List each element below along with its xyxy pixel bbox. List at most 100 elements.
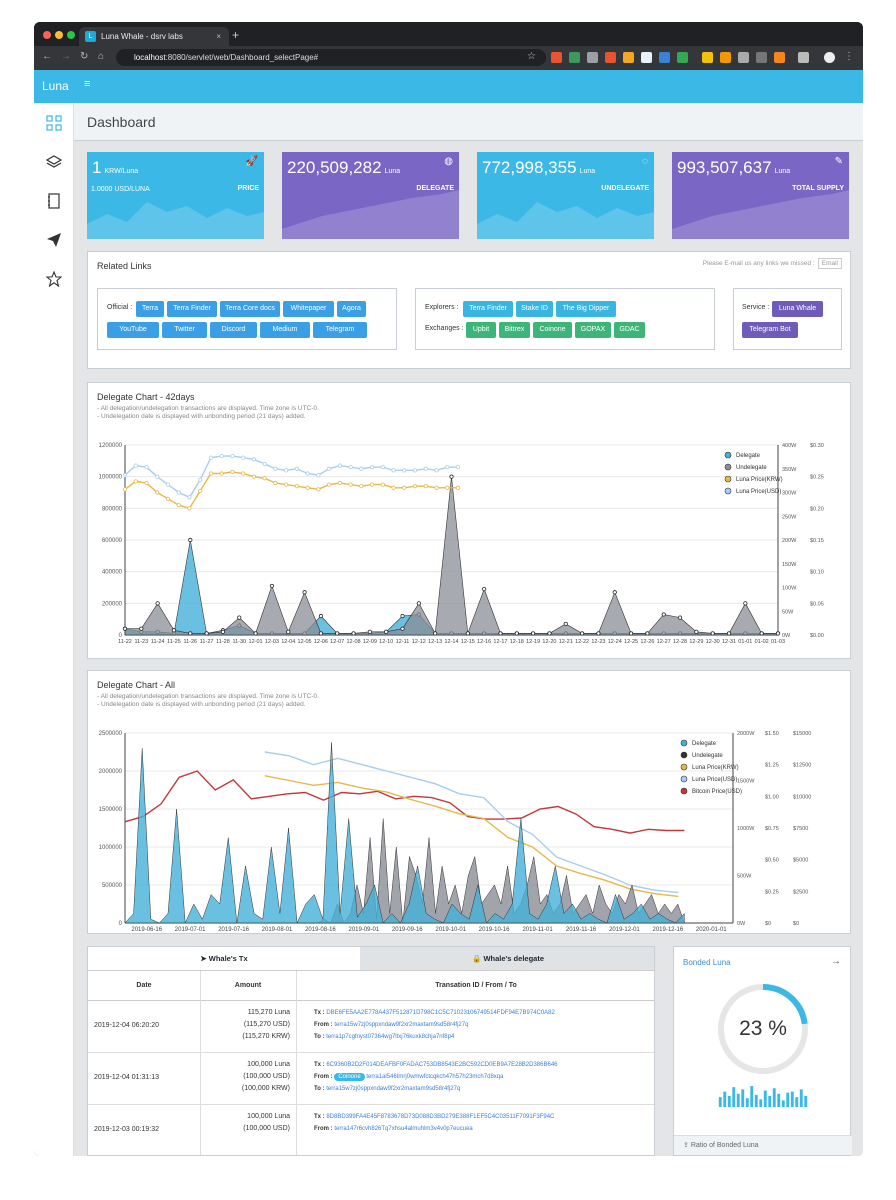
pencil-icon[interactable]: ✎ xyxy=(834,156,843,167)
data-point[interactable] xyxy=(144,465,149,470)
data-point[interactable] xyxy=(237,615,242,620)
data-point[interactable] xyxy=(433,631,438,636)
data-point[interactable] xyxy=(187,506,192,511)
extension-icon[interactable] xyxy=(551,52,562,63)
address-bar[interactable]: localhost:8080/servlet/web/Dashboard_sel… xyxy=(116,49,546,66)
tx-id-link[interactable]: 6C9360B2D2F014DEAFBF0FADAC753DB8543E2BC5… xyxy=(326,1062,558,1068)
data-point[interactable] xyxy=(198,488,203,494)
extension-icon[interactable] xyxy=(587,52,598,63)
data-point[interactable] xyxy=(155,490,160,495)
data-point[interactable] xyxy=(171,628,177,633)
browser-tab[interactable]: L Luna Whale - dsrv labs × xyxy=(79,27,229,46)
data-point[interactable] xyxy=(412,484,418,489)
extension-icon[interactable] xyxy=(720,52,731,63)
extension-icon[interactable] xyxy=(702,52,713,63)
link-terra[interactable]: Terra xyxy=(136,301,164,317)
hamburger-menu-icon[interactable]: ≡ xyxy=(84,78,91,90)
data-point[interactable] xyxy=(208,455,214,460)
data-point[interactable] xyxy=(165,496,171,501)
data-point[interactable] xyxy=(455,485,461,490)
data-point[interactable] xyxy=(423,466,428,471)
data-point[interactable] xyxy=(367,629,372,634)
data-point[interactable] xyxy=(251,457,257,462)
layers-icon[interactable] xyxy=(46,154,62,170)
legend-swatch[interactable] xyxy=(724,475,732,483)
data-point[interactable] xyxy=(262,476,267,481)
data-point[interactable] xyxy=(208,471,214,476)
data-point[interactable] xyxy=(273,480,278,486)
data-point[interactable] xyxy=(188,631,193,636)
extension-icon[interactable] xyxy=(569,52,580,63)
data-point[interactable] xyxy=(416,601,421,606)
data-point[interactable] xyxy=(628,631,634,636)
data-point[interactable] xyxy=(219,471,224,476)
data-point[interactable] xyxy=(449,474,454,479)
link-gdac[interactable]: GDAC xyxy=(614,322,645,338)
link-upbit[interactable]: Upbit xyxy=(466,322,496,338)
tab-whales-tx[interactable]: ➤ Whale's Tx xyxy=(88,947,360,971)
data-point[interactable] xyxy=(677,615,683,620)
data-point[interactable] xyxy=(661,612,666,617)
data-point[interactable] xyxy=(412,468,418,473)
notebook-icon[interactable] xyxy=(46,193,62,209)
extension-icon[interactable] xyxy=(756,52,767,63)
data-point[interactable] xyxy=(455,465,461,470)
to-address-link[interactable]: terra1p7cgfnyst07364wg7ltxj76kuxk8chja7n… xyxy=(326,1034,455,1040)
column-header-date[interactable]: Date xyxy=(88,971,200,1001)
data-point[interactable] xyxy=(316,487,321,492)
extension-icon[interactable] xyxy=(659,52,670,63)
legend-label[interactable]: Bitcoin Price(USD) xyxy=(692,789,742,795)
data-point[interactable] xyxy=(294,466,299,471)
data-point[interactable] xyxy=(318,613,323,619)
data-point[interactable] xyxy=(514,631,519,636)
link-terra-core-docs[interactable]: Terra Core docs xyxy=(220,301,280,317)
link-agora[interactable]: Agora xyxy=(337,301,366,317)
table-row[interactable]: 2019-12-04 01:31:13 100,000 Luna (100,000 … xyxy=(88,1053,654,1105)
data-point[interactable] xyxy=(380,465,385,470)
data-point[interactable] xyxy=(359,484,364,489)
data-point[interactable] xyxy=(482,586,487,592)
data-point[interactable] xyxy=(369,482,375,487)
bonded-luna-title[interactable]: Bonded Luna xyxy=(683,958,731,967)
link-terra-finder[interactable]: Terra Finder xyxy=(167,301,217,317)
data-point[interactable] xyxy=(391,468,396,473)
extension-icon[interactable] xyxy=(738,52,749,63)
data-point[interactable] xyxy=(294,484,299,489)
data-point[interactable] xyxy=(612,590,617,595)
link-medium[interactable]: Medium xyxy=(260,322,310,338)
data-point[interactable] xyxy=(327,466,332,471)
to-address-link[interactable]: terra15w7zj0sppxndaw9f2xr2maxtam9sd58r4f… xyxy=(326,1086,461,1092)
data-point[interactable] xyxy=(384,629,389,634)
tx-id-link[interactable]: DBE6FE5AA2E778A437F512871D798C1C5C710231… xyxy=(326,1010,555,1016)
from-address-link[interactable]: terra147r6cvh826Tq7xhsu4almuhlm3v4v0p7eu… xyxy=(334,1126,473,1132)
data-point[interactable] xyxy=(122,626,128,631)
bookmark-star-icon[interactable]: ☆ xyxy=(527,51,536,62)
link-terra-finder[interactable]: Terra Finder xyxy=(463,301,513,317)
data-point[interactable] xyxy=(743,601,748,606)
email-button[interactable]: Email xyxy=(817,258,842,269)
data-point[interactable] xyxy=(204,631,209,636)
data-point[interactable] xyxy=(434,468,439,473)
back-icon[interactable]: ← xyxy=(42,51,52,62)
paper-plane-icon[interactable] xyxy=(46,232,62,248)
data-point[interactable] xyxy=(694,629,699,634)
data-point[interactable] xyxy=(122,472,128,478)
home-icon[interactable]: ⌂ xyxy=(98,51,105,62)
link-gopax[interactable]: GOPAX xyxy=(575,322,611,338)
new-tab-icon[interactable]: + xyxy=(232,28,240,42)
legend-label[interactable]: Delegate xyxy=(692,741,717,747)
arrow-right-icon[interactable]: → xyxy=(831,956,841,967)
data-point[interactable] xyxy=(596,631,601,636)
data-point[interactable] xyxy=(402,485,407,490)
link-coinone[interactable]: Coinone xyxy=(533,322,572,338)
rocket-icon[interactable]: 🚀 xyxy=(245,156,258,167)
browser-menu-icon[interactable]: ⋮ xyxy=(844,51,854,62)
maximize-window-button[interactable] xyxy=(67,31,75,39)
extension-icon[interactable] xyxy=(677,52,688,63)
link-telegram-bot[interactable]: Telegram Bot xyxy=(742,322,798,338)
data-point[interactable] xyxy=(251,474,257,479)
data-point[interactable] xyxy=(465,631,470,636)
brand-logo[interactable]: Luna xyxy=(42,79,69,93)
link-telegram[interactable]: Telegram xyxy=(313,322,367,338)
data-point[interactable] xyxy=(144,480,149,486)
